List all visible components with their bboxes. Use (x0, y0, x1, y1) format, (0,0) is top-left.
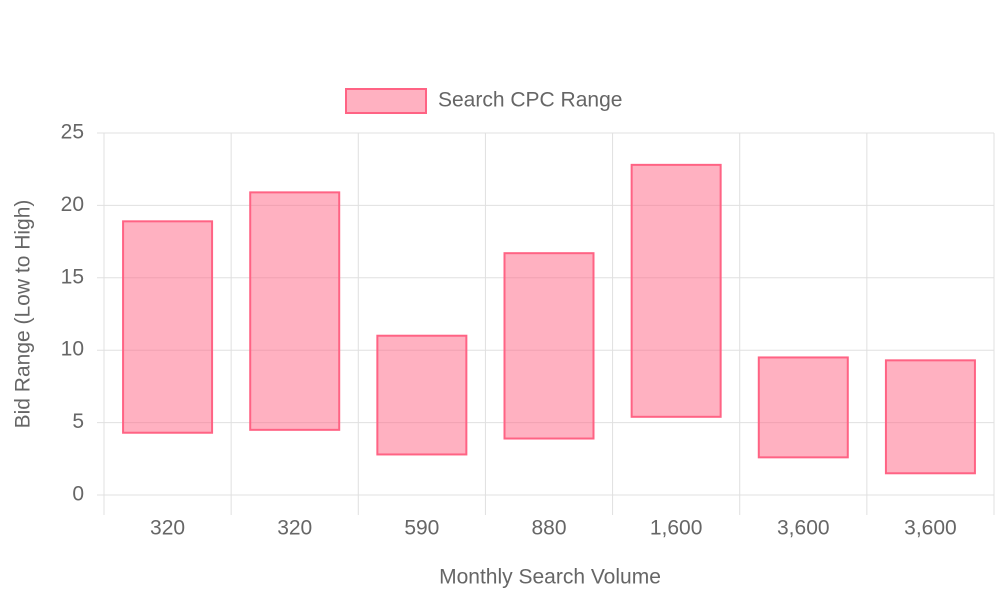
legend-swatch (345, 88, 427, 114)
y-tick-label: 10 (61, 338, 84, 361)
bar (122, 220, 214, 434)
y-tick-label: 25 (61, 121, 84, 144)
y-tick-label: 0 (72, 483, 84, 506)
x-tick-label: 3,600 (777, 517, 830, 540)
bar (249, 191, 341, 431)
y-axis-title: Bid Range (Low to High) (12, 200, 35, 429)
bar (376, 334, 468, 456)
x-axis-title: Monthly Search Volume (439, 566, 661, 589)
x-tick-label: 880 (531, 517, 566, 540)
x-tick-label: 320 (150, 517, 185, 540)
legend-label: Search CPC Range (438, 89, 622, 112)
bar (757, 356, 849, 459)
x-tick-label: 3,600 (904, 517, 957, 540)
bar (503, 252, 595, 440)
y-tick-label: 20 (61, 193, 84, 216)
bar (884, 359, 976, 475)
x-tick-label: 320 (277, 517, 312, 540)
y-tick-label: 15 (61, 265, 84, 288)
bar (630, 163, 722, 418)
x-tick-label: 1,600 (650, 517, 703, 540)
x-tick-label: 590 (404, 517, 439, 540)
y-tick-label: 5 (72, 410, 84, 433)
